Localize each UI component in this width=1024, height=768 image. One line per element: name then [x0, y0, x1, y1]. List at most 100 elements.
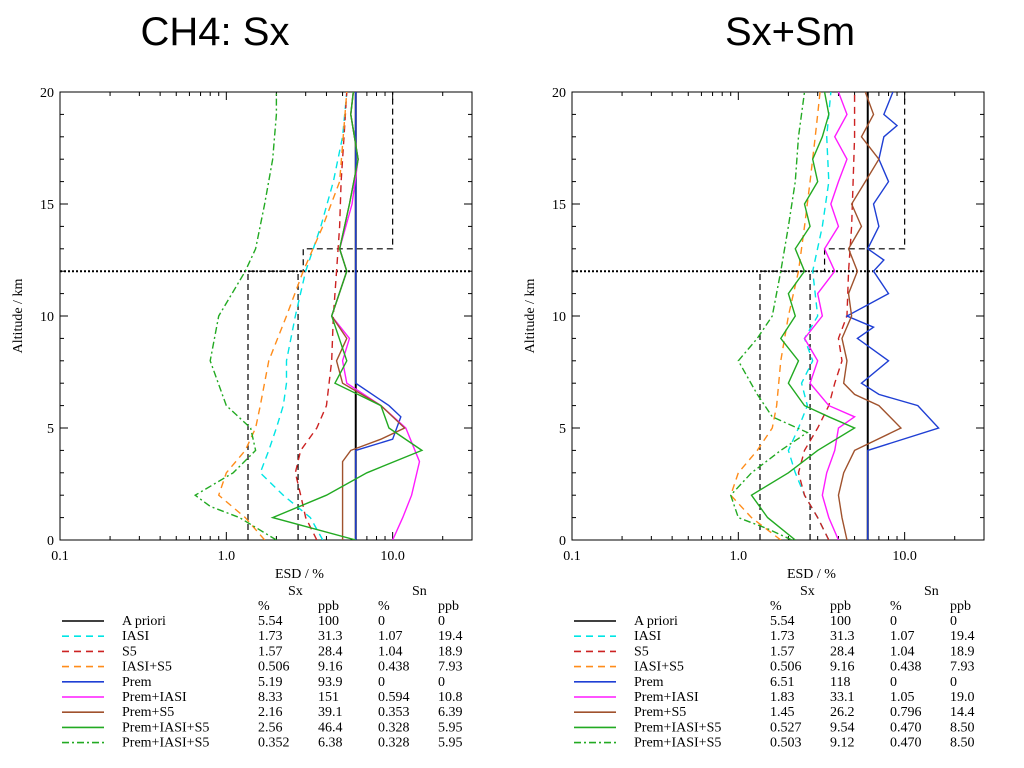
table-cell: 118: [830, 675, 850, 690]
series-line-3: [217, 92, 348, 540]
table-cell: 5.54: [770, 614, 795, 629]
table-cell: 2.56: [258, 720, 283, 735]
uncertainty-box-line: [247, 92, 394, 540]
table-cell: 31.3: [318, 629, 343, 644]
table-unit-header: %: [258, 599, 270, 614]
y-tick-label: 0: [47, 534, 54, 549]
series-line-6: [837, 92, 903, 540]
table-cell: 0.470: [890, 736, 922, 751]
slide-title-right: Sx+Sm: [724, 10, 856, 54]
table-cell: 7.93: [950, 660, 975, 675]
table-unit-header: %: [770, 599, 782, 614]
table-cell: 28.4: [830, 644, 855, 659]
table-cell: 7.93: [438, 660, 463, 675]
series-line-4: [845, 92, 940, 540]
table-cell: 0: [890, 614, 897, 629]
table-cell: 0: [950, 614, 957, 629]
series-line-1: [787, 92, 832, 540]
y-tick-label: 10: [552, 310, 566, 325]
legend-label: Prem+IASI: [122, 690, 187, 705]
table-cell: 6.38: [318, 736, 343, 751]
table-cell: 8.33: [258, 690, 283, 705]
legend-label: S5: [634, 644, 649, 659]
table-cell: 28.4: [318, 644, 343, 659]
table-cell: 0.470: [890, 720, 922, 735]
table-cell: 1.73: [770, 629, 795, 644]
table-group-sn: Sn: [924, 584, 939, 599]
table-cell: 6.39: [438, 705, 463, 720]
legend-label: A priori: [634, 614, 678, 629]
x-axis: 0.1 1.0 10.0 ESD / %: [563, 92, 985, 582]
table-cell: 1.07: [378, 629, 403, 644]
y-tick-label: 5: [47, 422, 54, 437]
series-line-2: [294, 92, 348, 540]
series-line-5: [803, 92, 857, 540]
series-line-1: [259, 92, 348, 540]
series-line-7: [270, 92, 424, 540]
table-cell: 0.328: [378, 720, 410, 735]
y-tick-label: 20: [40, 86, 54, 101]
x-tick-label: 1.0: [730, 549, 748, 564]
y-axis: 0 5 10 15 20 Altitude / km: [11, 86, 472, 549]
table-cell: 0.506: [258, 660, 290, 675]
series-line-3: [729, 92, 821, 540]
legend-label: IASI+S5: [122, 660, 172, 675]
table-cell: 1.73: [258, 629, 283, 644]
y-tick-label: 5: [559, 422, 566, 437]
table-cell: 0.352: [258, 736, 290, 751]
table-cell: 93.9: [318, 675, 343, 690]
legend-label: A priori: [122, 614, 166, 629]
table-cell: 5.95: [438, 720, 463, 735]
table-cell: 8.50: [950, 736, 975, 751]
table-cell: 100: [318, 614, 339, 629]
series-line-8: [729, 92, 809, 540]
table-cell: 100: [830, 614, 851, 629]
table-cell: 1.04: [890, 644, 915, 659]
legend-label: Prem+IASI+S5: [634, 736, 721, 751]
table-cell: 46.4: [318, 720, 343, 735]
table-cell: 2.16: [258, 705, 283, 720]
plot-frame: [571, 91, 985, 541]
table-cell: 5.54: [258, 614, 283, 629]
table-cell: 9.16: [318, 660, 343, 675]
table-cell: 18.9: [438, 644, 463, 659]
y-tick-label: 20: [552, 86, 566, 101]
table-unit-header: %: [890, 599, 902, 614]
legend-label: Prem+IASI+S5: [634, 720, 721, 735]
slide-title-left: CH4: Sx: [140, 10, 290, 54]
table-cell: 0: [378, 675, 385, 690]
x-tick-label: 0.1: [563, 549, 581, 564]
table-cell: 1.57: [258, 644, 283, 659]
legend-table: Sx Sn% ppb% ppb A priori 5.54 100 0 0 IASI 1.73 31.…: [62, 584, 463, 751]
legend-label: S5: [122, 644, 137, 659]
y-axis: 0 5 10 15 20 Altitude / km: [523, 86, 984, 549]
table-cell: 0: [890, 675, 897, 690]
legend-label: Prem: [634, 675, 664, 690]
legend-label: IASI: [634, 629, 662, 644]
table-cell: 0.503: [770, 736, 802, 751]
plot-area: [572, 92, 984, 540]
table-cell: 31.3: [830, 629, 855, 644]
x-tick-label: 0.1: [51, 549, 69, 564]
series-line-7: [750, 92, 857, 540]
x-tick-label: 10.0: [892, 549, 917, 564]
table-unit-header: ppb: [318, 599, 339, 614]
table-cell: 1.05: [890, 690, 915, 705]
table-cell: 19.4: [950, 629, 975, 644]
table-cell: 0.594: [378, 690, 410, 705]
x-tick-label: 1.0: [218, 549, 236, 564]
x-axis-label: ESD / %: [787, 567, 836, 582]
table-cell: 0.796: [890, 705, 922, 720]
legend-label: IASI: [122, 629, 150, 644]
x-axis-label: ESD / %: [275, 567, 324, 582]
table-unit-header: ppb: [950, 599, 971, 614]
y-tick-label: 15: [552, 198, 566, 213]
table-cell: 10.8: [438, 690, 463, 705]
table-cell: 14.4: [950, 705, 975, 720]
table-cell: 19.0: [950, 690, 975, 705]
series-line-5: [330, 92, 421, 540]
table-cell: 5.95: [438, 736, 463, 751]
chart-right: 0.1 1.0 10.0 ESD / % 0 5 10 15 20 Altitude / km Sx…: [523, 86, 985, 751]
series-line-4: [355, 92, 402, 540]
table-cell: 0.527: [770, 720, 802, 735]
